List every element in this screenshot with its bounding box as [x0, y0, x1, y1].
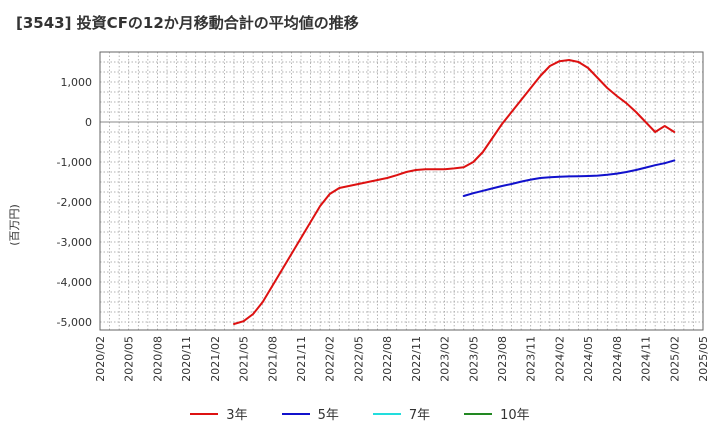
legend-label-5y: 5年 — [317, 408, 339, 423]
legend-label-7y: 7年 — [408, 408, 431, 423]
legend-item-5y[interactable]: 5年 — [281, 404, 339, 423]
x-tick-label: 2023/11 — [525, 336, 538, 382]
x-tick-label: 2022/02 — [324, 336, 337, 382]
legend-swatch-7y — [372, 412, 401, 415]
x-tick-label: 2022/08 — [381, 336, 394, 382]
x-tick-label: 2025/05 — [697, 336, 710, 382]
x-tick-labels: 2020/02 2020/05 2020/08 2020/11 2021/02 2021/… — [94, 336, 710, 382]
chart-title: [3543] 投資CFの12か月移動合計の平均値の推移 — [16, 14, 359, 32]
x-tick-label: 2020/05 — [123, 336, 136, 382]
x-tick-label: 2020/11 — [180, 336, 193, 382]
legend-swatch-3y — [190, 412, 219, 415]
legend-swatch-10y — [464, 412, 493, 415]
legend: 3年 5年 7年 10年 — [0, 404, 720, 423]
x-tick-label: 2021/02 — [209, 336, 222, 382]
x-tick-label: 2023/08 — [496, 336, 509, 382]
x-tick-label: 2025/02 — [668, 336, 681, 382]
y-tick-label: -5,000 — [57, 316, 92, 329]
x-tick-label: 2021/05 — [238, 336, 251, 382]
x-tick-label: 2024/05 — [582, 336, 595, 382]
legend-label-10y: 10年 — [500, 408, 530, 423]
x-tick-label: 2023/02 — [439, 336, 452, 382]
x-tick-label: 2022/05 — [352, 336, 365, 382]
series-layer — [233, 59, 676, 325]
legend-item-3y[interactable]: 3年 — [190, 404, 248, 423]
x-tick-label: 2024/02 — [553, 336, 566, 382]
x-tick-label: 2024/11 — [640, 336, 653, 382]
x-tick-label: 2022/11 — [410, 336, 423, 382]
y-tick-label: 1,000 — [61, 76, 93, 89]
legend-swatch-5y — [281, 412, 310, 415]
legend-item-10y[interactable]: 10年 — [464, 404, 530, 423]
y-tick-label: -4,000 — [57, 276, 92, 289]
plot-frame — [99, 51, 704, 331]
y-tick-label: -3,000 — [57, 236, 92, 249]
y-tick-label: 0 — [85, 116, 92, 129]
legend-item-7y[interactable]: 7年 — [372, 404, 431, 423]
y-tick-labels: 1,000 0 -1,000 -2,000 -3,000 -4,000 -5,000 — [57, 76, 92, 329]
gridlines — [100, 52, 703, 330]
x-tick-label: 2021/11 — [295, 336, 308, 382]
x-tick-label: 2021/08 — [266, 336, 279, 382]
x-tick-label: 2023/05 — [467, 336, 480, 382]
x-tick-label: 2020/02 — [94, 336, 107, 382]
series-line-1 — [233, 59, 676, 325]
y-tick-label: -2,000 — [57, 196, 92, 209]
x-tick-label: 2024/08 — [611, 336, 624, 382]
legend-label-3y: 3年 — [226, 408, 248, 423]
series-line-2 — [462, 159, 676, 197]
x-tick-label: 2020/08 — [151, 336, 164, 382]
plot-area — [100, 52, 703, 330]
y-tick-label: -1,000 — [57, 156, 92, 169]
line-chart: 1,000 0 -1,000 -2,000 -3,000 -4,000 -5,000 202… — [57, 51, 710, 382]
